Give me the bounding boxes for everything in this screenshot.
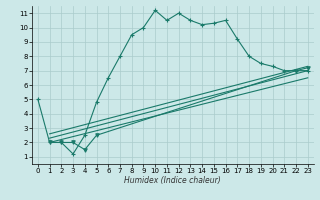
- X-axis label: Humidex (Indice chaleur): Humidex (Indice chaleur): [124, 176, 221, 185]
